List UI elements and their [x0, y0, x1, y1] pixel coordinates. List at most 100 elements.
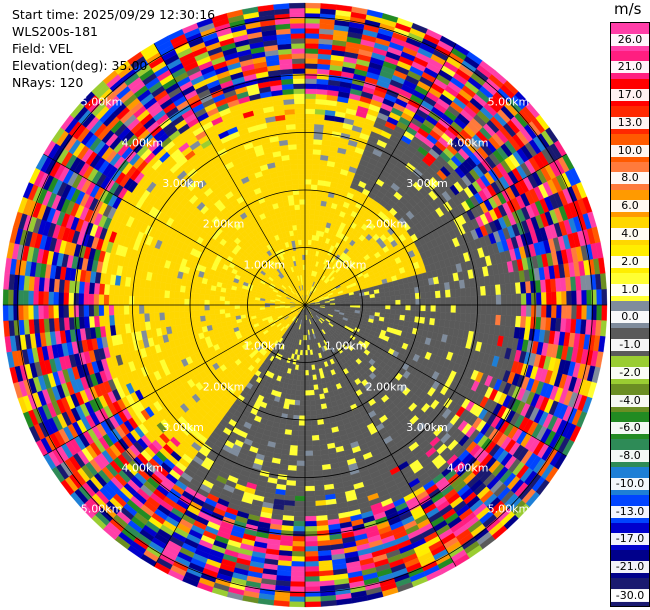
gate-cell [304, 520, 317, 527]
gate-cell [310, 409, 317, 416]
gate-cell [304, 138, 314, 145]
gate-cell [309, 204, 316, 211]
gate-cell [470, 286, 477, 297]
gate-cell [379, 296, 386, 302]
gate-cell [304, 445, 313, 452]
gate-cell [434, 311, 441, 320]
gate-cell [390, 300, 396, 306]
gate-cell [526, 292, 532, 306]
gate-cell [313, 470, 324, 477]
gate-cell [296, 450, 306, 457]
gate-cell [455, 288, 461, 298]
gate-cell [304, 229, 310, 235]
gate-cell [405, 304, 411, 311]
gate-cell [505, 294, 512, 306]
gate-cell [429, 291, 436, 299]
gate-cell [287, 409, 295, 416]
gate-cell [313, 384, 319, 391]
gate-cell [304, 556, 319, 562]
gate-cell [304, 571, 320, 577]
gate-cell [285, 419, 294, 426]
gate-cell [384, 291, 391, 297]
gate-cell [374, 293, 381, 298]
gate-cell [288, 455, 298, 461]
gate-cell [395, 299, 401, 306]
gate-cell [304, 168, 313, 175]
gate-cell [304, 38, 320, 44]
gate-cell [304, 490, 316, 497]
gate-cell [465, 313, 472, 323]
gate-cell [314, 113, 326, 120]
gate-cell [304, 390, 310, 396]
gate-cell [445, 304, 452, 313]
gate-cell [289, 596, 306, 603]
gate-cell [556, 291, 562, 306]
gate-cell [304, 43, 319, 49]
gate-cell [290, 581, 306, 588]
gate-cell [304, 133, 315, 140]
gate-cell [450, 312, 456, 321]
gate-cell [404, 288, 411, 295]
gate-cell [526, 304, 532, 318]
gate-cell [389, 295, 396, 301]
gate-cell [596, 304, 603, 321]
gate-cell [285, 424, 293, 431]
gate-cell [304, 405, 311, 411]
gate-cell [309, 219, 315, 226]
gate-cell [304, 249, 309, 255]
gate-cell [304, 158, 313, 165]
gate-cell [296, 455, 306, 462]
gate-cell [293, 404, 300, 411]
gate-cell [304, 526, 318, 532]
gate-cell [304, 485, 315, 492]
gate-cell [314, 495, 326, 502]
gate-cell [304, 93, 317, 100]
gate-cell [310, 199, 317, 206]
gate-cell [304, 440, 313, 447]
gate-cell [304, 199, 311, 205]
gate-cell [313, 460, 322, 466]
gate-cell [490, 314, 497, 326]
gate-cell [314, 204, 321, 211]
gate-cell [409, 287, 416, 295]
gate-cell [440, 304, 447, 313]
gate-cell [314, 209, 321, 216]
gate-cell [419, 310, 426, 318]
gate-cell [374, 296, 381, 302]
gate-cell [299, 405, 306, 411]
gate-cell [318, 429, 326, 436]
gate-cell [304, 163, 313, 170]
gate-cell [304, 536, 318, 542]
gate-cell [355, 301, 361, 306]
gate-cell [314, 490, 326, 497]
gate-cell [601, 304, 608, 321]
gate-cell [475, 295, 482, 306]
gate-cell [304, 113, 316, 120]
gate-cell [288, 404, 295, 411]
gate-cell [419, 316, 426, 325]
gate-cell [566, 304, 572, 320]
gate-cell [284, 495, 296, 502]
gate-cell [313, 133, 324, 140]
gate-cell [399, 294, 406, 301]
gate-cell [310, 194, 317, 201]
gate-cell [295, 485, 306, 492]
gate-cell [289, 399, 296, 406]
gate-cell [311, 164, 320, 170]
gate-cell [315, 199, 322, 206]
gate-cell [455, 312, 461, 322]
gate-cell [293, 510, 306, 517]
gate-cell [304, 430, 312, 437]
gate-cell [380, 300, 386, 306]
gate-cell [445, 312, 451, 321]
gate-cell [289, 394, 296, 401]
gate-cell [384, 309, 391, 315]
gate-cell [295, 480, 306, 487]
gate-cell [400, 299, 406, 306]
gate-cell [429, 284, 436, 292]
gate-cell [316, 184, 325, 191]
gate-cell [297, 440, 306, 447]
gate-cell [430, 298, 437, 306]
gate-cell [586, 304, 593, 321]
